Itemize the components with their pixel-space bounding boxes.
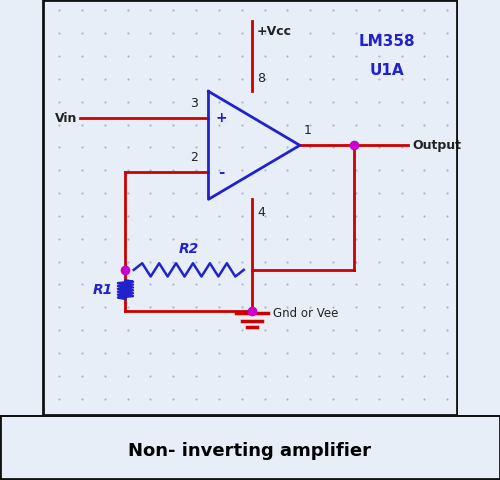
Text: R2: R2	[178, 242, 199, 256]
Text: U1A: U1A	[370, 63, 404, 78]
Text: R1: R1	[92, 283, 112, 297]
Text: -: -	[218, 165, 224, 180]
Text: Gnd or Vee: Gnd or Vee	[273, 307, 338, 320]
Text: Non- inverting amplifier: Non- inverting amplifier	[128, 442, 372, 460]
Text: LM358: LM358	[358, 34, 416, 49]
Text: 8: 8	[257, 72, 265, 85]
Text: +Vcc: +Vcc	[257, 25, 292, 38]
Text: +: +	[215, 111, 226, 125]
Text: Vin: Vin	[56, 112, 78, 125]
Text: 3: 3	[190, 97, 198, 110]
Text: 4: 4	[257, 205, 265, 218]
Text: Output: Output	[412, 139, 461, 152]
Text: 1: 1	[304, 124, 312, 137]
Text: 2: 2	[190, 151, 198, 164]
